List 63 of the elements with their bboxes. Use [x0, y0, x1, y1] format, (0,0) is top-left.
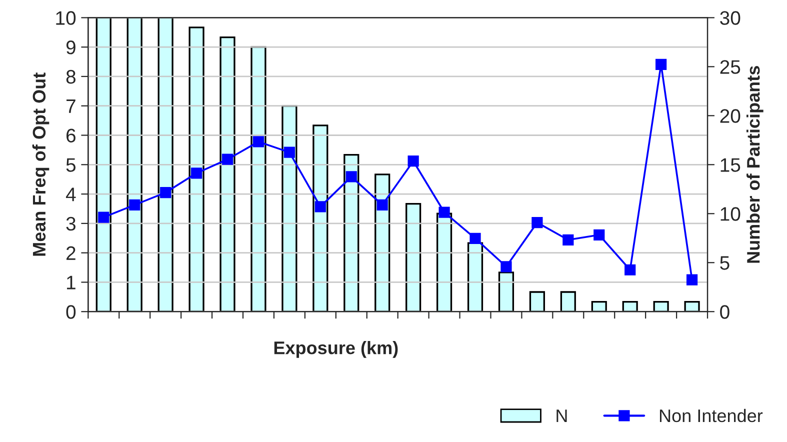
bar [344, 154, 360, 312]
y-tick-label: 9 [66, 40, 76, 54]
point [532, 216, 543, 228]
bar [467, 242, 484, 312]
y2-tick-label: 20 [720, 109, 740, 123]
point [686, 274, 698, 286]
y-tick-label: 6 [66, 128, 76, 142]
y2-tick-label: 5 [720, 256, 730, 270]
y-tick-label: 1 [67, 276, 76, 290]
y-axis-title: Mean Freq of Opt Out [32, 72, 50, 256]
y-tick-label: 8 [66, 70, 76, 84]
y2-tick-label: 0 [720, 305, 730, 319]
y2-tick-label: 10 [720, 207, 740, 221]
bar [436, 212, 452, 312]
point [624, 264, 636, 276]
point [190, 168, 202, 179]
bar [126, 18, 142, 312]
bar [622, 300, 638, 312]
bar [250, 46, 266, 312]
bar [220, 36, 236, 312]
y-tick-label: 7 [66, 100, 76, 113]
y-tick-label: 0 [66, 305, 76, 319]
bar [188, 26, 204, 312]
bar [374, 174, 390, 312]
bar [560, 291, 576, 312]
point [376, 199, 388, 210]
y2-tick-label: 30 [720, 11, 740, 25]
point [438, 206, 450, 218]
bar [684, 300, 700, 312]
bar [653, 300, 669, 312]
bar [158, 18, 174, 312]
y-tick-label: 2 [66, 246, 76, 260]
point [314, 201, 326, 212]
y-tick-label: 4 [66, 188, 76, 202]
point [656, 58, 667, 70]
point [346, 171, 357, 182]
x-axis-title: Exposure (km) [274, 341, 398, 358]
point [98, 212, 110, 223]
bar [529, 291, 545, 312]
y-tick-label: 5 [66, 158, 76, 172]
point [562, 234, 574, 246]
bar [406, 203, 422, 312]
y-tick-label: 3 [66, 216, 76, 231]
bar [498, 272, 514, 312]
y2-tick-label: 15 [720, 158, 740, 172]
bar [282, 105, 298, 312]
y2-axis-title: Number of Participants [746, 66, 764, 263]
point [470, 232, 481, 244]
point [500, 261, 512, 272]
bar [312, 124, 328, 312]
point [284, 146, 295, 158]
point [252, 136, 264, 148]
bar [591, 300, 607, 312]
y-tick-label: 10 [56, 11, 76, 25]
point [594, 229, 605, 240]
bar [96, 18, 112, 312]
legend-label: Non Intender [660, 408, 763, 422]
point [160, 187, 172, 198]
legend-label: N [556, 410, 567, 422]
point [408, 156, 419, 167]
point [129, 199, 140, 210]
y2-tick-label: 25 [720, 60, 740, 74]
point [222, 154, 234, 165]
